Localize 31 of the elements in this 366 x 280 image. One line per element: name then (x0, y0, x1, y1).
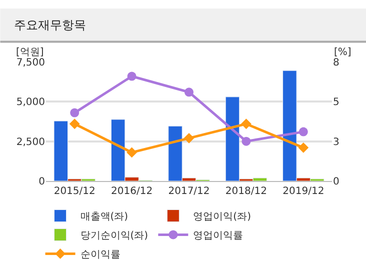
point (241, 118, 252, 130)
point (184, 88, 194, 97)
legend-label: 영업이익률 (193, 230, 244, 242)
x-tick-label: 2019/12 (282, 186, 324, 197)
legend-label: 영업이익(좌) (193, 212, 252, 223)
y2-tick-label: 8 (333, 58, 340, 68)
point (298, 142, 309, 153)
legend-label: 당기순이익(좌) (80, 230, 148, 242)
y2-tick-label: 5 (333, 97, 340, 108)
point (184, 132, 194, 144)
y2-tick-label: 0 (333, 176, 340, 188)
y-tick-label: 5,000 (16, 97, 45, 108)
point (126, 147, 137, 158)
y2-axis-title: [%] (334, 47, 352, 58)
point (298, 127, 308, 136)
chart-title: 주요재무항목 (14, 18, 86, 32)
y-tick-label: 7,500 (16, 58, 45, 68)
point (69, 118, 80, 130)
x-tick-label: 2017/12 (168, 186, 210, 197)
y-tick-label: 0 (38, 176, 45, 188)
y2-tick-label: 3 (333, 136, 340, 148)
point (70, 108, 80, 118)
point (127, 72, 136, 81)
legend-label: 매출액(좌) (80, 212, 128, 223)
legend-label: 순이익률 (80, 250, 120, 261)
x-tick-label: 2015/12 (54, 186, 96, 197)
x-tick-label: 2016/12 (111, 186, 153, 197)
y-axis-title: [억원] (16, 47, 44, 58)
y-tick-label: 2,500 (16, 136, 45, 148)
x-tick-label: 2018/12 (225, 186, 267, 197)
point (242, 136, 251, 146)
